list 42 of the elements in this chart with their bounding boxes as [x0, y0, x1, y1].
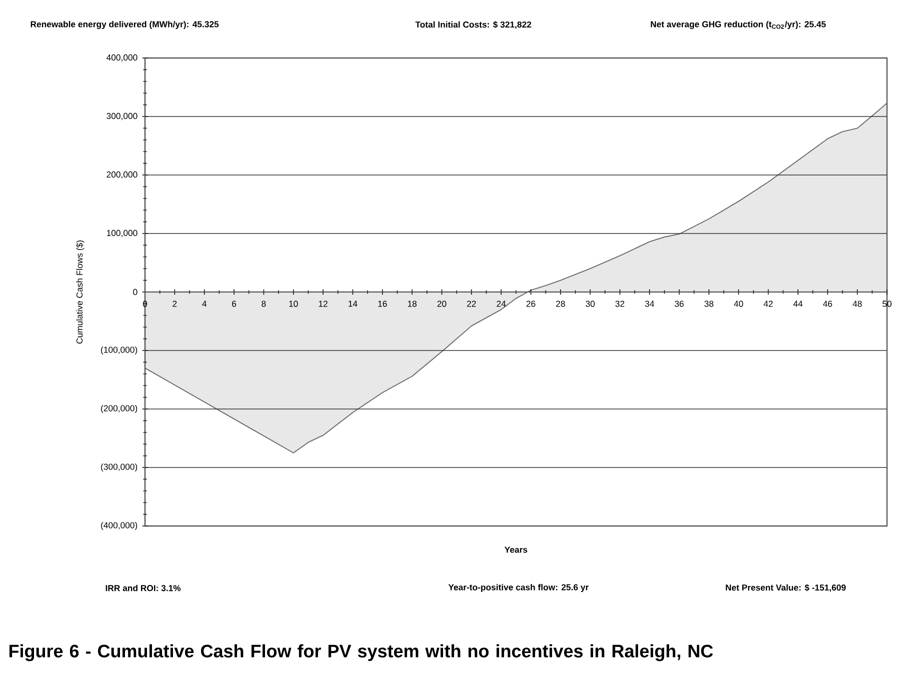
y-tick-label: 0	[133, 288, 138, 296]
y-tick-label: (100,000)	[101, 346, 138, 355]
x-tick-label: 14	[348, 300, 358, 307]
text: Year-to-positive cash flow: 25.6 yr	[448, 584, 589, 592]
x-tick-label: 38	[704, 300, 714, 307]
y-tick-label: 100,000	[106, 230, 138, 238]
x-tick-label: 10	[289, 300, 298, 307]
x-tick-label: 42	[764, 300, 773, 307]
y-tick-label: 300,000	[106, 112, 138, 120]
x-tick-label: 36	[674, 300, 684, 307]
text: Net average GHG reduction (t$_{CO2}$/yr): 25.45	[650, 20, 826, 30]
x-tick-label: 4	[202, 300, 207, 307]
y-tick-label: 200,000	[106, 171, 138, 179]
y-tick-label: 400,000	[106, 54, 138, 62]
x-tick-label: 32	[615, 300, 624, 307]
y-tick-label: (300,000)	[101, 463, 138, 472]
y-axis-title: Cumulative Cash Flows ($)	[76, 240, 84, 344]
x-tick-label: 8	[262, 300, 266, 307]
y-tick-label: (400,000)	[101, 522, 138, 530]
x-tick-label: 34	[645, 300, 654, 307]
x-tick-label: 22	[467, 300, 476, 307]
x-tick-label: 20	[437, 300, 446, 307]
x-tick-label: 24	[496, 300, 506, 307]
text: Net Present Value: $ -151,609	[726, 584, 846, 592]
text: Total Initial Costs: $ 321,822	[415, 21, 532, 29]
text: Figure 6 - Cumulative Cash Flow for PV system with no incentives in Raleigh, NC	[9, 644, 713, 662]
x-tick-label: 16	[378, 300, 387, 307]
x-tick-label: 2	[172, 300, 177, 307]
x-tick-label: 30	[586, 300, 595, 307]
x-tick-label: 28	[556, 300, 565, 307]
x-tick-label: 40	[734, 300, 744, 307]
y-tick-label: (200,000)	[101, 404, 138, 414]
x-tick-label: 46	[823, 300, 832, 307]
x-tick-label: 12	[318, 300, 328, 307]
x-tick-label: 18	[408, 300, 417, 307]
x-axis-title: Years	[504, 546, 528, 553]
text: Renewable energy delivered (MWh/yr): 45.325	[30, 20, 219, 30]
x-tick-label: 6	[232, 300, 236, 307]
x-tick-label: 26	[526, 300, 536, 307]
text: IRR and ROI: 3.1%	[106, 584, 181, 592]
x-tick-label: 44	[793, 300, 803, 307]
x-tick-label: 48	[852, 300, 862, 307]
